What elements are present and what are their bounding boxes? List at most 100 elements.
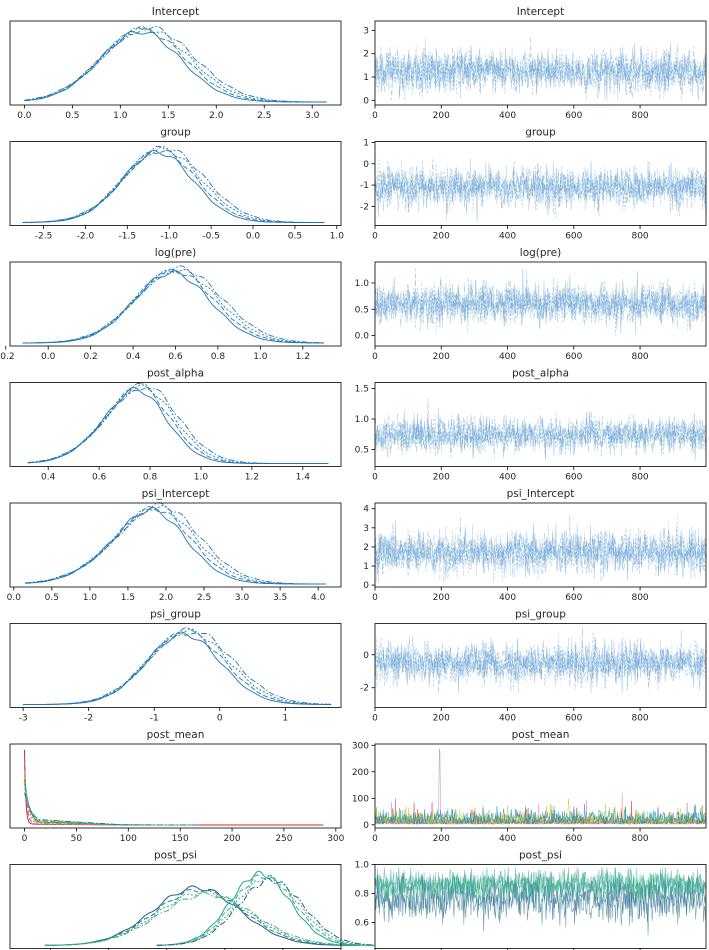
trace-ytick-label: -1: [360, 181, 369, 191]
density-panel-post-alpha: post_alpha 0.4 0.6 0.8 1.0 1.2 1.4: [9, 368, 342, 483]
density-axes: [9, 743, 342, 829]
trace-line: [374, 159, 706, 220]
density-xtick-label: 0.4: [126, 352, 141, 362]
trace-panel-intercept: Intercept 0 200 400 600 800 0 1 2 3: [363, 6, 707, 121]
density-xtick-label: 1.0: [330, 232, 345, 242]
trace-title: Intercept: [517, 6, 564, 18]
density-xtick-label: 0.6: [168, 352, 183, 362]
density-curve: [44, 888, 359, 946]
trace-line: [374, 630, 706, 694]
trace-title: psi_Intercept: [507, 488, 575, 500]
density-curve: [22, 268, 324, 344]
density-curve: [22, 149, 325, 223]
trace-line: [374, 515, 706, 583]
trace-ytick-label: 0.6: [355, 918, 370, 928]
density-curve: [24, 770, 199, 826]
trace-xtick-label: 0: [372, 714, 378, 724]
trace-panel-group: group 0 200 400 600 800 -2 -1 0 1: [360, 127, 707, 242]
trace-xtick-label: 600: [565, 593, 582, 603]
density-xtick-label: 0: [217, 714, 223, 724]
density-xtick-label: 3.5: [273, 593, 287, 603]
density-xtick-label: -1.5: [119, 232, 137, 242]
density-curve: [156, 877, 375, 946]
density-panel-log-pre-: log(pre) -0.2 0.0 0.2 0.4 0.6 0.8 1.0 1.2: [0, 247, 342, 362]
density-xtick-label: 0.5: [65, 111, 79, 121]
density-title: psi_group: [150, 609, 201, 621]
density-axes: [9, 20, 342, 106]
density-curve: [24, 749, 324, 826]
trace-ytick-label: 300: [352, 741, 369, 751]
trace-ytick-label: 1: [363, 562, 369, 572]
trace-xtick-label: 200: [433, 352, 450, 362]
trace-ytick-label: 1: [363, 73, 369, 83]
density-xtick-label: 1.2: [245, 473, 259, 483]
trace-xtick-label: 0: [372, 111, 378, 121]
density-curve: [24, 792, 199, 826]
trace-ytick-label: 0: [363, 821, 369, 831]
trace-line: [374, 867, 706, 907]
density-curve: [156, 875, 375, 946]
density-curve: [24, 30, 327, 103]
trace-xtick-label: 400: [499, 111, 516, 121]
density-xtick-label: -2.0: [77, 232, 95, 242]
trace-xtick-label: 400: [499, 232, 516, 242]
trace-panel-post-psi: post_psi02004006008000.60.81.0: [355, 850, 707, 950]
density-curve: [24, 26, 327, 103]
density-axes: [9, 864, 342, 949]
density-curve: [23, 631, 332, 705]
trace-xtick-label: 0: [372, 352, 378, 362]
trace-axes: [374, 743, 707, 829]
density-title: psi_Intercept: [142, 488, 210, 500]
trace-line: [374, 631, 706, 691]
trace-line: [374, 805, 706, 826]
trace-axes: [374, 20, 707, 106]
trace-ytick-label: 0.5: [355, 445, 369, 455]
trace-xtick-label: 200: [433, 232, 450, 242]
trace-xtick-label: 800: [631, 714, 648, 724]
trace-ytick-label: 0: [363, 160, 369, 170]
trace-line: [374, 412, 706, 457]
density-curve: [44, 891, 359, 946]
density-xtick-label: 0.0: [41, 352, 56, 362]
density-curve: [23, 632, 332, 705]
trace-title: group: [525, 127, 556, 139]
density-curve: [156, 874, 375, 946]
density-axes: [9, 502, 342, 588]
trace-xtick-label: 800: [631, 352, 648, 362]
density-xtick-label: 50: [71, 834, 83, 844]
trace-line: [374, 626, 706, 693]
density-xtick-label: 1.0: [113, 111, 128, 121]
trace-axes: [374, 382, 707, 467]
trace-xtick-label: 200: [433, 593, 450, 603]
trace-xtick-label: 400: [499, 352, 516, 362]
density-curve: [25, 502, 326, 585]
trace-line: [374, 413, 706, 460]
density-curve: [24, 783, 199, 826]
trace-line: [374, 867, 706, 907]
trace-ytick-label: 200: [352, 768, 369, 778]
density-xtick-label: 300: [327, 834, 344, 844]
trace-xtick-label: 200: [433, 473, 450, 483]
trace-ytick-label: 2: [363, 50, 369, 60]
trace-panel-psi-group: psi_group 0 200 400 600 800 -2 0: [360, 609, 707, 724]
trace-ytick-label: 100: [352, 794, 369, 804]
trace-xtick-label: 200: [433, 111, 450, 121]
density-panel-intercept: Intercept 0.0 0.5 1.0 1.5 2.0 2.5 3.0: [9, 6, 342, 121]
density-panel-post-mean: post_mean 0 50 100 150 200 250 300: [9, 729, 345, 844]
density-curve: [27, 382, 329, 464]
density-xtick-label: 2.5: [257, 111, 271, 121]
trace-xtick-label: 0: [372, 232, 378, 242]
trace-xtick-label: 800: [631, 473, 648, 483]
density-curve: [44, 889, 359, 946]
density-title: Intercept: [152, 6, 199, 18]
density-xtick-label: 0: [22, 834, 28, 844]
trace-ytick-label: 1.0: [355, 861, 370, 871]
trace-ytick-label: 0: [363, 581, 369, 591]
trace-axes: [374, 623, 707, 708]
trace-xtick-label: 400: [499, 714, 516, 724]
trace-xtick-label: 600: [565, 111, 582, 121]
trace-line: [374, 867, 706, 932]
trace-xtick-label: 0: [372, 593, 378, 603]
trace-panel-post-alpha: post_alpha 0 200 400 600 800 0.5 1.0 1.5: [355, 368, 707, 483]
trace-xtick-label: 800: [631, 232, 648, 242]
